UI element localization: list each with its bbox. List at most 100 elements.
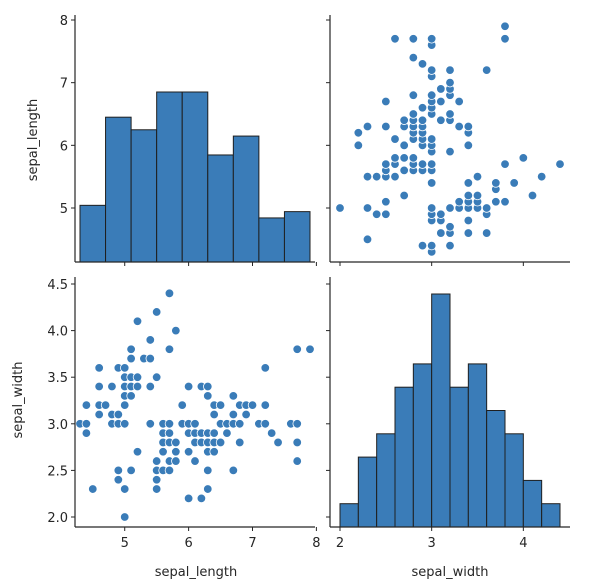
scatter-point — [260, 363, 270, 373]
scatter-point — [81, 419, 92, 429]
hist-bar — [130, 129, 158, 263]
scatter-point — [81, 428, 92, 438]
axes-spines — [74, 15, 570, 528]
scatter-point — [463, 140, 474, 151]
scatter-point — [151, 475, 162, 485]
scatter-point — [171, 437, 181, 448]
scatter-point — [120, 484, 130, 494]
hist-bar — [486, 410, 506, 528]
scatter-point — [126, 391, 136, 401]
scatter-point — [399, 153, 409, 163]
hist-bar — [504, 433, 524, 528]
hist-bar — [467, 363, 488, 528]
y-axis-label-bottom: sepal_width — [11, 362, 26, 439]
scatter-point — [335, 203, 345, 213]
scatter-point — [445, 222, 455, 232]
scatter-point — [120, 363, 130, 373]
y-tick-label: 2.0 — [47, 511, 68, 526]
y-tick-label: 3.5 — [47, 371, 68, 386]
scatter-point — [164, 428, 175, 438]
scatter-point — [145, 353, 155, 364]
scatter-point — [126, 344, 136, 354]
scatter-point — [132, 381, 143, 392]
scatter-point — [113, 409, 124, 420]
scatter-point — [408, 109, 419, 119]
scatter-point — [555, 159, 565, 169]
scatter-point — [151, 484, 162, 494]
scatter-point — [390, 171, 400, 182]
scatter-point — [426, 90, 437, 100]
scatter-point — [399, 190, 409, 201]
scatter-point — [445, 65, 455, 75]
scatter-point — [426, 65, 437, 75]
scatter-point — [518, 153, 529, 163]
hist-bar — [207, 154, 234, 263]
scatter-point — [436, 96, 446, 107]
scatter-point — [145, 381, 155, 392]
x-tick-label: 8 — [312, 536, 320, 551]
panel-sepal-width-histogram — [339, 293, 561, 528]
scatter-point — [390, 34, 400, 44]
scatter-point — [500, 21, 510, 31]
scatter-point — [353, 140, 364, 151]
scatter-point — [536, 171, 547, 182]
scatter-point — [132, 372, 143, 382]
scatter-point — [390, 134, 400, 144]
scatter-point — [436, 115, 446, 125]
scatter-point — [215, 437, 226, 448]
scatter-point — [260, 400, 270, 410]
hist-bar — [181, 91, 209, 263]
x-tick-label: 6 — [184, 536, 192, 551]
scatter-point — [417, 115, 428, 125]
panel-sepal-width-vs-sepal-length — [75, 288, 315, 522]
panel-sepal-length-vs-sepal-width — [335, 21, 565, 257]
y-tick-label: 6 — [60, 139, 68, 154]
scatter-point — [260, 419, 270, 429]
scatter-point — [390, 153, 400, 163]
scatter-point — [158, 447, 168, 457]
scatter-point — [305, 344, 315, 354]
scatter-point — [183, 447, 194, 457]
scatter-point — [113, 475, 124, 485]
hist-bar — [449, 386, 469, 528]
scatter-point — [509, 178, 519, 188]
y-tick-label: 5 — [60, 202, 68, 217]
scatter-point — [500, 159, 510, 169]
scatter-point — [399, 165, 409, 176]
hist-bar — [283, 211, 311, 263]
scatter-point — [436, 209, 446, 219]
y-tick-label: 3.0 — [47, 418, 68, 433]
scatter-point — [228, 409, 239, 420]
scatter-point — [481, 203, 492, 213]
scatter-point — [445, 203, 455, 213]
scatter-point — [247, 400, 258, 410]
scatter-point — [228, 465, 239, 476]
hist-bar — [431, 293, 451, 528]
hist-bar — [156, 91, 183, 263]
x-tick-label: 3 — [428, 536, 436, 551]
scatter-point — [171, 456, 181, 466]
scatter-point — [463, 228, 474, 238]
scatter-point — [381, 121, 391, 132]
hist-bar — [79, 204, 107, 263]
scatter-point — [436, 228, 446, 238]
scatter-point — [491, 178, 501, 188]
scatter-point — [145, 335, 155, 345]
scatter-point — [353, 128, 364, 138]
hist-bar — [339, 503, 359, 528]
scatter-point — [481, 65, 492, 75]
scatter-point — [399, 115, 409, 125]
scatter-point — [481, 228, 492, 238]
hist-bar — [541, 503, 561, 528]
scatter-point — [500, 34, 510, 44]
scatter-point — [81, 400, 92, 410]
y-tick-label: 7 — [60, 77, 68, 92]
scatter-point — [222, 428, 232, 438]
scatter-point — [164, 288, 175, 299]
scatter-point — [171, 325, 181, 336]
scatter-point — [177, 400, 187, 410]
scatter-point — [164, 344, 175, 354]
scatter-point — [381, 197, 391, 207]
panel-sepal-length-histogram — [79, 91, 311, 263]
scatter-point — [183, 493, 194, 504]
